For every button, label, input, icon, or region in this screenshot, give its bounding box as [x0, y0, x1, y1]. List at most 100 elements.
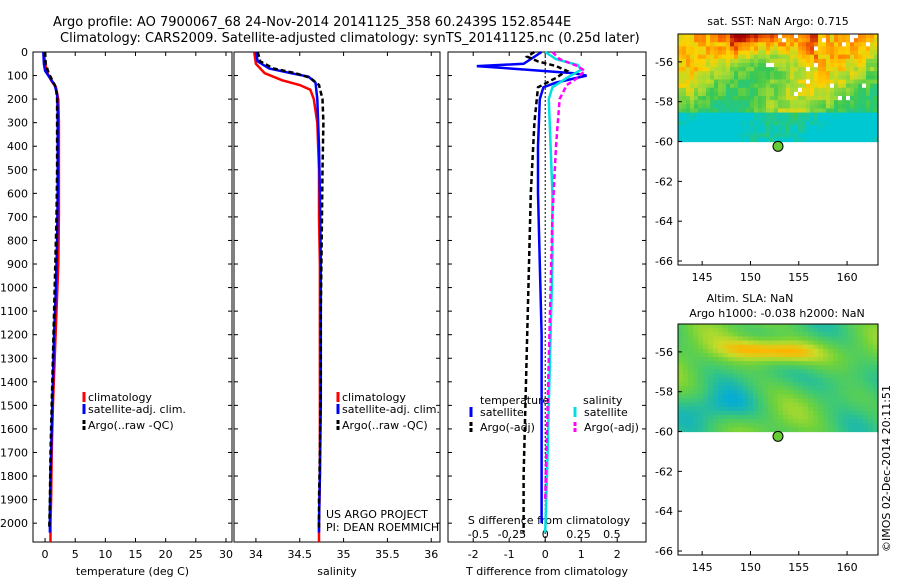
map-cell [738, 79, 743, 85]
map-cell [762, 54, 767, 60]
map-cell [830, 112, 835, 118]
map-cell [868, 410, 874, 416]
map-cell [734, 120, 739, 126]
map-cell [766, 50, 771, 56]
map-cell [750, 133, 755, 138]
map-cell [753, 386, 759, 391]
map-cell [854, 129, 859, 134]
map-cell [858, 427, 864, 433]
map-cell [758, 328, 764, 333]
map-cell [686, 129, 691, 134]
map-cell [738, 394, 744, 400]
map-cell [773, 398, 779, 404]
map-cell [703, 340, 709, 346]
map-cell [803, 357, 809, 362]
map-cell [862, 137, 867, 143]
map-cell [862, 124, 867, 130]
map-cell [818, 340, 824, 346]
map-cell [774, 71, 779, 76]
map-cell [708, 344, 714, 350]
map-cell [778, 361, 784, 366]
map-cell [778, 328, 784, 333]
map-cell [702, 116, 707, 122]
map-cell [694, 129, 699, 134]
map-cell [734, 124, 739, 130]
map-cell [814, 38, 819, 43]
map-cell [738, 423, 744, 428]
map-cell [734, 71, 739, 76]
map-cell [693, 361, 699, 366]
map-cell [782, 104, 787, 110]
legend-label: satellite-adj. clim. [342, 403, 440, 416]
map-cell [786, 34, 791, 39]
map-cell [834, 120, 839, 126]
map-cell [753, 328, 759, 333]
map-cell [723, 352, 729, 358]
map-cell [773, 352, 779, 358]
map-cell [778, 96, 783, 101]
map-cell [693, 324, 699, 329]
map-cell [693, 340, 699, 346]
map-cell [738, 344, 744, 350]
map-cell [770, 62, 775, 68]
map-cell [713, 394, 719, 400]
map-cell [810, 133, 815, 138]
map-cell [698, 87, 703, 93]
map-cell [748, 361, 754, 366]
map-cell [826, 79, 831, 85]
map-cell [862, 38, 867, 43]
map-cell [678, 104, 683, 110]
x-tick-label: 34 [249, 548, 263, 561]
map-cell [782, 100, 787, 105]
map-cell [858, 336, 864, 342]
map-cell [762, 50, 767, 56]
map-cell [738, 406, 744, 412]
map-y-tick-label: -64 [655, 215, 673, 228]
x2-tick-label: 0 [542, 528, 549, 541]
map-cell [678, 75, 683, 81]
map-cell [806, 75, 811, 81]
map-cell [714, 124, 719, 130]
map-cell [763, 414, 769, 420]
map-cell [828, 344, 834, 350]
map-cell [843, 419, 849, 424]
map-cell [822, 108, 827, 114]
map-cell [813, 423, 819, 428]
map-cell [713, 324, 719, 329]
map-cell [818, 34, 823, 39]
map-cell [818, 332, 824, 338]
map-cell [802, 129, 807, 134]
map-cell [838, 133, 843, 138]
map-cell [868, 414, 874, 420]
map-cell [733, 381, 739, 387]
map-cell [738, 137, 743, 143]
map-cell [850, 104, 855, 110]
map-cell [783, 414, 789, 420]
map-cell [754, 137, 759, 143]
map-cell [693, 373, 699, 379]
map-cell [750, 116, 755, 122]
map-cell [794, 50, 799, 56]
map-cell [738, 357, 744, 362]
map-cell [842, 91, 847, 97]
map-cell [722, 87, 727, 93]
map-cell [678, 324, 684, 329]
map-y-tick-label: -56 [655, 346, 673, 359]
map-cell [763, 402, 769, 408]
map-cell [748, 427, 754, 433]
map-cell [678, 100, 683, 105]
map-cell [753, 336, 759, 342]
map-cell [718, 344, 724, 350]
map-cell [758, 377, 764, 383]
map-cell [770, 38, 775, 43]
map-cell [682, 116, 687, 122]
map-cell [723, 361, 729, 366]
map-cell [823, 328, 829, 333]
map-cell [822, 62, 827, 68]
map-cell [678, 96, 683, 101]
map-cell [686, 54, 691, 60]
map-cell [810, 50, 815, 56]
map-cell [758, 137, 763, 143]
map-cell [726, 112, 731, 118]
map-cell [738, 67, 743, 72]
